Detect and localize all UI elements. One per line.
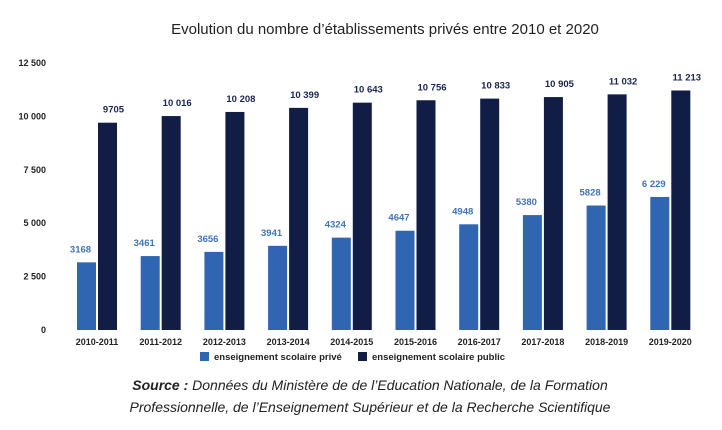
x-tick-label: 2010-2011 [76, 337, 119, 347]
bar-public [543, 97, 563, 330]
data-label: 11 032 [609, 76, 638, 87]
bar-prive [331, 237, 351, 330]
data-label: 5380 [516, 197, 537, 208]
legend-swatch [200, 352, 209, 361]
y-tick-label: 5 000 [23, 218, 46, 228]
data-label: 10 833 [481, 81, 510, 92]
data-label: 10 399 [290, 90, 319, 101]
bar-public [607, 94, 627, 331]
bar-public [352, 102, 372, 330]
bar-public [98, 122, 117, 330]
bar-public [225, 111, 245, 330]
y-axis: 0 2 500 5 000 7 500 10 000 12 500 [18, 58, 46, 335]
x-tick-label: 2017-2018 [521, 337, 564, 347]
source-line-1: Source : Données du Ministère de de l’Ed… [132, 377, 608, 393]
x-tick-label: 2012-2013 [203, 337, 246, 347]
bar-prive [650, 196, 670, 330]
x-axis: 2010-2011 2011-2012 2012-2013 2013-2014 2014… [76, 337, 692, 347]
data-label: 5828 [580, 188, 601, 199]
data-label: 11 213 [673, 72, 702, 83]
data-label: 6 229 [642, 179, 666, 190]
bar-prive [140, 256, 160, 330]
data-label: 3168 [70, 244, 91, 255]
y-tick-label: 0 [41, 325, 46, 335]
bar-public [480, 98, 500, 330]
bar-prive [395, 230, 415, 330]
y-tick-label: 12 500 [18, 58, 46, 68]
bar-prive [522, 215, 542, 330]
data-label: 3656 [197, 234, 218, 245]
legend-swatch [358, 352, 367, 361]
data-label: 10 905 [545, 79, 575, 90]
data-label: 4324 [325, 220, 347, 231]
chart-title: Evolution du nombre d’établissements pri… [171, 21, 599, 38]
bar-public [161, 116, 181, 330]
x-tick-label: 2016-2017 [458, 337, 501, 347]
data-label: 10 756 [417, 82, 446, 93]
bar-prive [586, 205, 606, 330]
legend-label: enseignement scolaire privé [214, 352, 342, 363]
x-tick-label: 2013-2014 [267, 337, 310, 347]
data-label: 10 643 [354, 85, 383, 96]
bar-public [416, 100, 436, 331]
y-tick-label: 7 500 [23, 165, 46, 175]
data-label: 3941 [261, 228, 283, 239]
data-label: 3461 [134, 238, 156, 249]
data-label: 4647 [388, 213, 409, 224]
x-tick-label: 2019-2020 [649, 337, 692, 347]
x-tick-label: 2015-2016 [394, 337, 437, 347]
bar-prive [77, 262, 96, 330]
data-label: 9705 [103, 105, 125, 116]
data-label: 10 016 [163, 98, 192, 109]
legend-label: enseignement scolaire public [372, 352, 505, 363]
bars: 3168 9705 3461 10 016 3656 10 208 3941 10 399 43… [70, 72, 702, 331]
x-tick-label: 2011-2012 [139, 337, 182, 347]
bar-prive [204, 251, 224, 330]
bar-public [671, 90, 691, 330]
source-line-2: Professionnelle, de l’Enseignement Supér… [130, 399, 611, 415]
x-tick-label: 2018-2019 [585, 337, 628, 347]
y-tick-label: 10 000 [18, 111, 46, 121]
y-tick-label: 2 500 [23, 272, 46, 282]
source-text-1: Données du Ministère de de l’Education N… [188, 377, 608, 393]
source-prefix: Source : [132, 377, 188, 393]
bar-public [289, 107, 309, 331]
data-label: 10 208 [226, 94, 255, 105]
bar-prive [459, 224, 479, 330]
bar-prive [268, 245, 288, 330]
data-label: 4948 [452, 206, 473, 217]
x-tick-label: 2014-2015 [330, 337, 373, 347]
legend: enseignement scolaire privé enseignement … [200, 352, 505, 363]
